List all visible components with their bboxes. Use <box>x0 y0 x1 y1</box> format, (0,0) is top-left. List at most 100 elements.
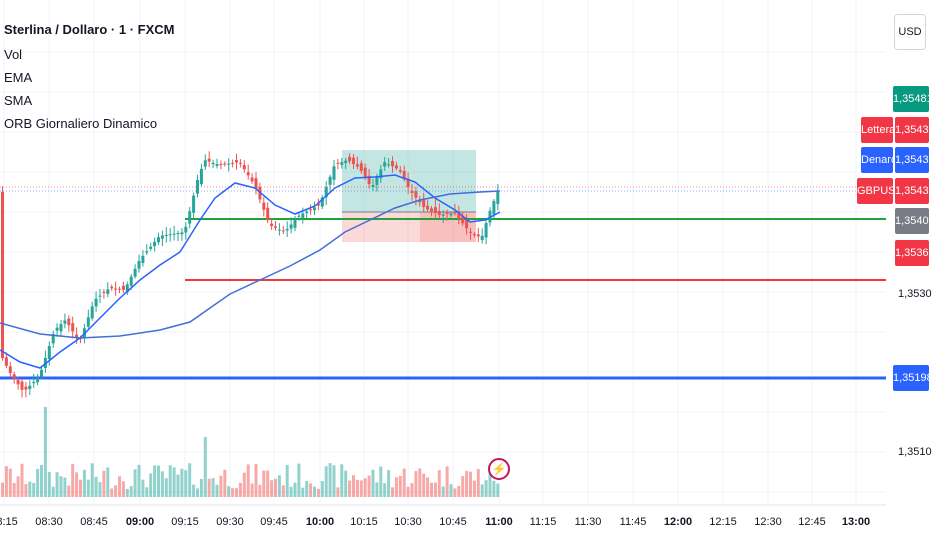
candle-body <box>199 168 203 185</box>
volume-bar <box>426 477 430 497</box>
volume-bar <box>394 477 398 497</box>
currency-button[interactable]: USD <box>894 14 926 50</box>
time-tick: 10:30 <box>394 516 422 528</box>
candle-body <box>472 234 476 236</box>
denaro-tag: Denaro <box>861 147 897 173</box>
time-tick: 10:45 <box>439 516 467 528</box>
volume-bar <box>118 476 121 497</box>
volume-bar <box>418 468 422 497</box>
volume-bar <box>24 484 28 497</box>
candle-body <box>469 231 472 233</box>
indicator-orb[interactable]: ORB Giornaliero Dinamico <box>4 116 158 131</box>
candle-body <box>445 211 449 214</box>
volume-bar <box>379 466 383 497</box>
volume-bar <box>461 476 465 497</box>
indicator-ema[interactable]: EMA <box>4 70 33 85</box>
candle-body <box>281 230 285 232</box>
candle-body <box>160 235 164 239</box>
volume-bar <box>235 488 238 497</box>
blue-level-price-label: 1,35198 <box>893 365 932 391</box>
volume-bar <box>223 469 227 497</box>
candle-body <box>67 318 71 326</box>
candle-body <box>414 191 418 198</box>
candle-body <box>47 345 51 360</box>
volume-bar <box>75 472 79 497</box>
candle-body <box>196 180 199 194</box>
volume-bar <box>336 487 340 497</box>
volume-bar <box>149 473 153 497</box>
volume-bar <box>43 407 47 497</box>
candle-body <box>211 162 215 165</box>
candle-body <box>242 165 246 170</box>
chart-legend: Sterlina / Dollaro · 1 · FXCM Vol EMA SM… <box>4 22 174 135</box>
candle-body <box>332 166 336 180</box>
candle-body <box>106 289 110 294</box>
volume-bar <box>371 469 375 497</box>
time-tick: 09:15 <box>171 516 199 528</box>
indicator-sma[interactable]: SMA <box>4 93 33 108</box>
candle-body <box>363 167 367 178</box>
candle-body <box>394 165 398 169</box>
candle-body <box>227 163 231 165</box>
volume-bar <box>480 484 484 497</box>
candle-body <box>235 160 238 163</box>
indicator-vol[interactable]: Vol <box>4 47 23 62</box>
volume-bar <box>141 479 145 497</box>
candle-body <box>484 223 488 238</box>
volume-bar <box>293 482 297 497</box>
volume-bar <box>398 476 402 497</box>
candle-body <box>133 268 137 277</box>
volume-bar <box>168 465 172 497</box>
candle-body <box>63 320 67 324</box>
candle-body <box>215 164 219 166</box>
candle-body <box>437 210 441 215</box>
volume-bar <box>465 470 469 497</box>
volume-bar <box>55 472 59 497</box>
candle-body <box>476 234 480 237</box>
candle-body <box>231 162 235 164</box>
candle-body <box>121 285 125 290</box>
volume-bar <box>238 482 242 497</box>
volume-bar <box>145 487 149 497</box>
volume-bar <box>328 463 332 497</box>
volume-bar <box>153 465 157 497</box>
time-tick: 11:00 <box>485 516 513 528</box>
lightning-icon[interactable]: ⚡ <box>488 458 510 480</box>
candle-body <box>118 288 121 290</box>
volume-bar <box>106 467 110 497</box>
volume-bar <box>125 488 129 497</box>
volume-bar <box>270 480 274 497</box>
candle-body <box>114 288 118 290</box>
candle-body <box>125 284 129 293</box>
volume-bar <box>476 468 480 497</box>
time-tick: 08:30 <box>35 516 63 528</box>
candle-body <box>406 178 410 188</box>
candle-body <box>336 162 340 164</box>
volume-bar <box>28 481 32 497</box>
candle-body <box>157 237 160 243</box>
candle-body <box>137 261 141 269</box>
volume-bar <box>484 480 488 497</box>
volume-bar <box>196 488 199 497</box>
candle-body <box>379 169 383 179</box>
time-tick: 09:45 <box>260 516 288 528</box>
volume-bar <box>215 484 219 497</box>
candle-body <box>254 178 258 189</box>
volume-bar <box>1 482 4 497</box>
volume-bar <box>40 464 43 497</box>
volume-bar <box>313 486 316 497</box>
candle-body <box>172 233 176 235</box>
candle-body <box>352 157 355 164</box>
volume-bar <box>250 483 254 497</box>
candle-body <box>293 220 297 228</box>
candle-body <box>398 170 402 172</box>
symbol-title[interactable]: Sterlina / Dollaro · 1 · FXCM <box>4 22 175 37</box>
candle-body <box>149 246 153 249</box>
candle-body <box>410 190 414 193</box>
candle-body <box>71 323 75 332</box>
candle-body <box>457 211 461 219</box>
volume-bar <box>469 471 472 497</box>
volume-bar <box>180 468 184 497</box>
candle-body <box>359 163 363 171</box>
